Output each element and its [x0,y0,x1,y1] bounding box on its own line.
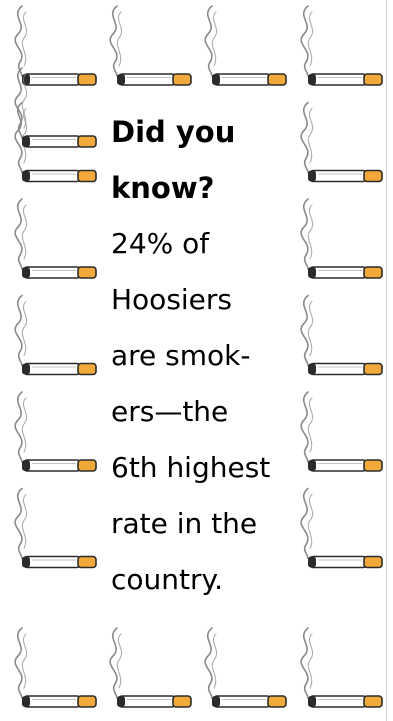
fact-line-2: Hoosiers [111,283,233,316]
cigarette-icon [204,5,287,86]
fact-line-4: ers—the [111,395,229,428]
page-edge-divider [386,0,387,721]
cigarette-icon [14,67,97,148]
fact-text-block: Did you know? 24% of Hoosiers are smok- … [111,104,311,608]
cigarette-icon [300,627,383,708]
headline-line-1: Did you [111,115,236,149]
cigarette-icon [109,5,192,86]
cigarette-icon [14,627,97,708]
fact-line-7: country. [111,563,223,596]
cigarette-icon [14,5,97,86]
cigarette-icon [300,487,383,569]
cigarette-icon [14,198,97,279]
cigarette-icon [300,198,383,279]
cigarette-icon [14,294,97,376]
headline-line-2: know? [111,171,215,205]
cigarette-icon [14,487,97,569]
fact-line-5: 6th highest [111,451,271,484]
cigarette-icon [204,627,287,708]
cigarette-icon [300,5,383,86]
cigarette-icon [300,294,383,376]
cigarette-icon [14,391,97,472]
cigarette-icon [300,391,383,472]
fact-line-6: rate in the [111,507,258,540]
cigarette-icon [109,627,192,708]
fact-line-3: are smok- [111,339,251,372]
cigarette-icon [14,101,97,183]
cigarette-icon [300,101,383,183]
fact-line-1: 24% of [111,227,210,260]
